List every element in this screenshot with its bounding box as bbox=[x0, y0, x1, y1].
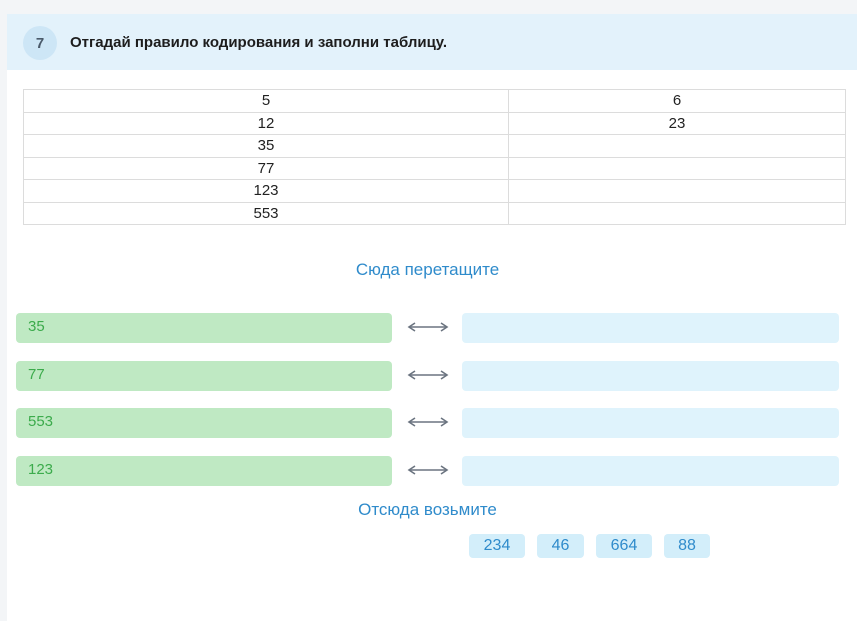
source-item: 35 bbox=[16, 313, 392, 343]
table-cell-output bbox=[508, 134, 846, 158]
coding-table: 5 6 12 23 35 77 123 553 bbox=[23, 89, 846, 225]
drop-target[interactable] bbox=[462, 456, 839, 486]
answer-chip[interactable]: 664 bbox=[596, 534, 652, 558]
match-pair: 553 bbox=[16, 408, 839, 438]
source-item: 77 bbox=[16, 361, 392, 391]
table-cell-input: 5 bbox=[23, 89, 509, 113]
task-title: Отгадай правило кодирования и заполни та… bbox=[70, 34, 447, 51]
table-cell-input: 35 bbox=[23, 134, 509, 158]
drop-zone-title: Сюда перетащите bbox=[355, 260, 500, 279]
table-cell-output: 23 bbox=[508, 111, 846, 135]
table-row: 77 bbox=[23, 156, 846, 180]
drop-target[interactable] bbox=[462, 408, 839, 438]
answer-chip[interactable]: 46 bbox=[537, 534, 584, 558]
double-arrow-icon bbox=[407, 370, 449, 380]
table-cell-output bbox=[508, 179, 846, 203]
double-arrow-icon bbox=[407, 322, 449, 332]
source-item: 123 bbox=[16, 456, 392, 486]
table-row: 123 bbox=[23, 179, 846, 203]
table-cell-output bbox=[508, 201, 846, 225]
answer-chip[interactable]: 88 bbox=[664, 534, 710, 558]
table-cell-input: 77 bbox=[23, 156, 509, 180]
table-cell-input: 12 bbox=[23, 111, 509, 135]
match-pair: 123 bbox=[16, 456, 839, 486]
drop-target[interactable] bbox=[462, 313, 839, 343]
drop-target[interactable] bbox=[462, 361, 839, 391]
answer-chip[interactable]: 234 bbox=[469, 534, 525, 558]
table-cell-input: 553 bbox=[23, 201, 509, 225]
table-cell-output bbox=[508, 156, 846, 180]
double-arrow-icon bbox=[407, 465, 449, 475]
table-row: 12 23 bbox=[23, 111, 846, 135]
match-pair: 35 bbox=[16, 313, 839, 343]
source-item: 553 bbox=[16, 408, 392, 438]
table-row: 35 bbox=[23, 134, 846, 158]
double-arrow-icon bbox=[407, 417, 449, 427]
match-pair: 77 bbox=[16, 361, 839, 391]
task-number-badge: 7 bbox=[23, 26, 57, 60]
table-row: 5 6 bbox=[23, 89, 846, 113]
table-cell-input: 123 bbox=[23, 179, 509, 203]
task-header: 7 Отгадай правило кодирования и заполни … bbox=[7, 14, 857, 70]
table-cell-output: 6 bbox=[508, 89, 846, 113]
pool-title: Отсюда возьмите bbox=[358, 500, 497, 519]
table-row: 553 bbox=[23, 201, 846, 225]
answer-chip-pool: 234 46 664 88 bbox=[0, 534, 855, 558]
